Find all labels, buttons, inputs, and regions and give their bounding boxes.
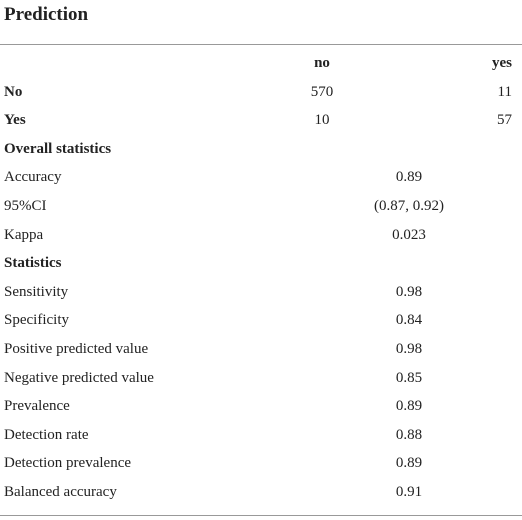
- cell: 10: [314, 112, 330, 129]
- cell: (0.87, 0.92): [374, 198, 444, 214]
- cell: 570: [310, 83, 334, 100]
- row-label: No: [4, 83, 23, 100]
- cell: 0.023: [392, 226, 426, 243]
- cell: 0.98: [395, 341, 423, 357]
- row-label: Yes: [4, 112, 26, 129]
- row-label: Detection rate: [4, 426, 89, 443]
- row-label: Balanced accuracy: [4, 484, 117, 500]
- title: Prediction: [4, 4, 89, 25]
- rule: [0, 44, 522, 45]
- row-label: Negative predicted value: [4, 369, 154, 386]
- row-label: 95%CI: [4, 198, 47, 214]
- row-label: Accuracy: [4, 169, 62, 186]
- cell: 11: [497, 83, 512, 100]
- row-label: Kappa: [4, 226, 44, 243]
- cell: 0.91: [395, 484, 423, 500]
- cell: 0.98: [395, 283, 423, 300]
- rule: [0, 515, 522, 516]
- column-header: yes: [492, 55, 512, 71]
- cell: 0.89: [395, 398, 423, 415]
- row-label: Detection prevalence: [4, 455, 132, 472]
- cell: 0.88: [395, 426, 423, 443]
- cell: 0.84: [395, 312, 423, 329]
- cell: 0.89: [395, 455, 423, 472]
- section-heading: Statistics: [4, 255, 62, 272]
- column-header: no: [314, 55, 330, 71]
- row-label: Specificity: [4, 312, 69, 329]
- cell: 0.85: [395, 369, 423, 386]
- row-label: Sensitivity: [4, 283, 69, 300]
- row-label: Positive predicted value: [4, 341, 149, 357]
- cell: 0.89: [395, 169, 423, 186]
- section-heading: Overall statistics: [4, 140, 112, 157]
- row-label: Prevalence: [4, 398, 70, 415]
- cell: 57: [497, 112, 512, 129]
